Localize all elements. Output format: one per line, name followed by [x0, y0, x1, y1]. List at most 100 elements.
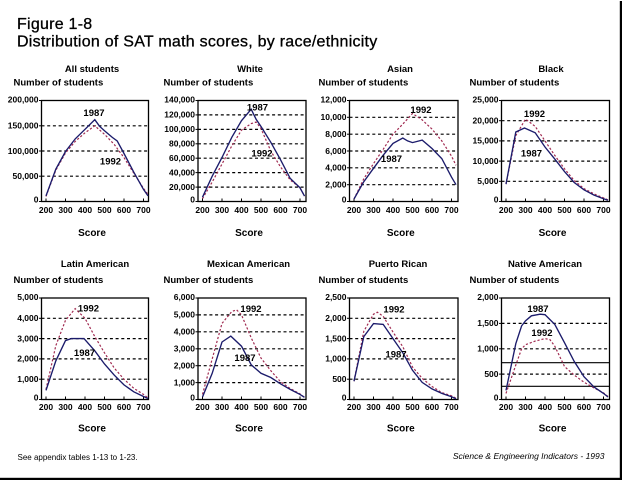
svg-text:Asian: Asian: [387, 64, 413, 75]
svg-text:2,000: 2,000: [325, 180, 347, 190]
svg-text:150,000: 150,000: [8, 121, 39, 131]
svg-text:Science & Engineering Indicato: Science & Engineering Indicators - 1993: [453, 451, 605, 461]
svg-text:1992: 1992: [383, 305, 404, 316]
svg-text:200: 200: [499, 205, 513, 215]
svg-text:15,000: 15,000: [473, 136, 499, 146]
svg-text:10,000: 10,000: [321, 112, 347, 122]
svg-text:Score: Score: [235, 424, 263, 435]
svg-text:700: 700: [293, 205, 307, 215]
svg-text:2,500: 2,500: [325, 292, 347, 302]
svg-text:Number of students: Number of students: [319, 78, 409, 89]
svg-text:Mexican American: Mexican American: [207, 259, 290, 270]
svg-text:Score: Score: [78, 424, 106, 435]
svg-text:700: 700: [596, 205, 610, 215]
svg-text:300: 300: [518, 402, 532, 412]
svg-text:200: 200: [39, 205, 53, 215]
svg-text:500: 500: [557, 205, 571, 215]
svg-text:1992: 1992: [531, 328, 552, 339]
svg-text:1992: 1992: [251, 149, 272, 160]
svg-text:Number of students: Number of students: [14, 275, 104, 286]
svg-text:200: 200: [499, 402, 513, 412]
svg-text:0: 0: [494, 195, 499, 205]
svg-text:All students: All students: [65, 64, 119, 75]
svg-text:600: 600: [577, 205, 591, 215]
svg-text:700: 700: [444, 205, 458, 215]
svg-text:200: 200: [347, 402, 361, 412]
svg-text:600: 600: [425, 402, 439, 412]
svg-text:6,000: 6,000: [325, 146, 347, 156]
svg-text:Number of students: Number of students: [14, 78, 104, 89]
svg-text:Score: Score: [387, 228, 415, 239]
svg-text:400: 400: [538, 205, 552, 215]
svg-text:700: 700: [136, 205, 150, 215]
svg-text:200,000: 200,000: [8, 95, 39, 105]
svg-text:20,000: 20,000: [169, 182, 195, 192]
svg-text:40,000: 40,000: [169, 167, 195, 177]
svg-text:Black: Black: [538, 64, 564, 75]
svg-text:White: White: [237, 64, 263, 75]
svg-text:50,000: 50,000: [13, 171, 39, 181]
svg-text:400: 400: [78, 402, 92, 412]
svg-text:200: 200: [39, 402, 53, 412]
svg-text:1987: 1987: [74, 348, 95, 359]
svg-text:1987: 1987: [234, 353, 255, 364]
svg-text:500: 500: [332, 374, 346, 384]
svg-text:4,000: 4,000: [174, 327, 196, 337]
svg-text:120,000: 120,000: [164, 110, 195, 120]
svg-text:400: 400: [386, 205, 400, 215]
svg-text:1,500: 1,500: [477, 318, 499, 328]
svg-text:600: 600: [117, 205, 131, 215]
svg-text:6,000: 6,000: [174, 292, 196, 302]
svg-text:600: 600: [117, 402, 131, 412]
svg-text:0: 0: [342, 195, 347, 205]
svg-text:Score: Score: [78, 228, 106, 239]
svg-text:1987: 1987: [527, 304, 548, 315]
svg-text:Number of students: Number of students: [164, 275, 254, 286]
svg-text:600: 600: [425, 205, 439, 215]
svg-text:Figure 1-8: Figure 1-8: [17, 16, 92, 33]
svg-text:100,000: 100,000: [164, 124, 195, 134]
svg-text:400: 400: [538, 402, 552, 412]
svg-text:140,000: 140,000: [164, 95, 195, 105]
svg-text:400: 400: [386, 402, 400, 412]
svg-text:700: 700: [444, 402, 458, 412]
svg-text:400: 400: [234, 205, 248, 215]
svg-text:1992: 1992: [240, 304, 261, 315]
svg-text:2,000: 2,000: [477, 292, 499, 302]
svg-text:600: 600: [273, 205, 287, 215]
svg-text:4,000: 4,000: [17, 313, 39, 323]
svg-text:5,000: 5,000: [174, 310, 196, 320]
svg-text:0: 0: [34, 393, 39, 403]
svg-text:300: 300: [518, 205, 532, 215]
svg-text:1987: 1987: [381, 154, 402, 165]
svg-text:5,000: 5,000: [17, 292, 39, 302]
svg-text:1,000: 1,000: [477, 344, 499, 354]
svg-text:Score: Score: [539, 424, 567, 435]
svg-text:5,000: 5,000: [477, 176, 499, 186]
svg-text:1,000: 1,000: [17, 374, 39, 384]
svg-text:1992: 1992: [78, 304, 99, 315]
svg-text:300: 300: [215, 402, 229, 412]
svg-text:Score: Score: [387, 424, 415, 435]
svg-text:0: 0: [342, 393, 347, 403]
svg-text:Native American: Native American: [508, 259, 582, 270]
svg-text:1987: 1987: [247, 103, 268, 114]
svg-text:1,500: 1,500: [325, 333, 347, 343]
svg-text:500: 500: [557, 402, 571, 412]
svg-text:0: 0: [190, 195, 195, 205]
svg-text:500: 500: [254, 205, 268, 215]
svg-text:4,000: 4,000: [325, 163, 347, 173]
svg-text:1987: 1987: [385, 350, 406, 361]
svg-text:500: 500: [254, 402, 268, 412]
svg-text:500: 500: [97, 402, 111, 412]
svg-text:0: 0: [494, 393, 499, 403]
svg-text:1987: 1987: [521, 149, 542, 160]
svg-text:600: 600: [577, 402, 591, 412]
svg-text:25,000: 25,000: [473, 95, 499, 105]
svg-text:1987: 1987: [83, 108, 104, 119]
svg-text:500: 500: [405, 205, 419, 215]
svg-text:500: 500: [97, 205, 111, 215]
svg-text:3,000: 3,000: [17, 333, 39, 343]
svg-text:Number of students: Number of students: [470, 78, 560, 89]
svg-text:500: 500: [484, 369, 498, 379]
